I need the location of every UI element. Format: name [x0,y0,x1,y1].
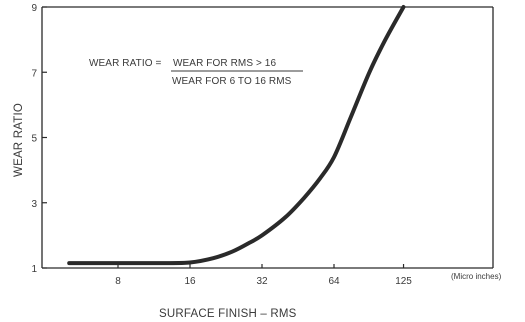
x-units-label: (Micro inches) [451,272,502,281]
x-tick-label: 32 [256,276,268,287]
y-axis-ticks: 1 3 5 7 9 [31,3,47,275]
formula-lhs: WEAR RATIO = [89,58,161,69]
y-tick-label: 7 [31,68,37,79]
x-tick-label: 8 [115,276,121,287]
y-tick-label: 3 [31,199,37,210]
formula-denominator: WEAR FOR 6 TO 16 RMS [172,76,292,87]
x-tick-label: 64 [328,276,340,287]
x-tick-label: 125 [395,276,412,287]
x-axis-ticks: 8 16 32 64 125 [115,264,412,287]
axes [41,6,494,269]
wear-ratio-formula: WEAR RATIO = WEAR FOR RMS > 16 WEAR FOR … [89,58,303,87]
formula-numerator: WEAR FOR RMS > 16 [173,58,276,69]
series-wear-ratio-line [67,5,406,266]
y-tick-label: 9 [31,3,37,14]
y-tick-label: 1 [31,264,37,275]
y-axis-title: WEAR RATIO [13,103,25,177]
x-axis-title: SURFACE FINISH – RMS [159,308,297,320]
x-tick-label: 16 [184,276,196,287]
y-tick-label: 5 [31,134,37,145]
